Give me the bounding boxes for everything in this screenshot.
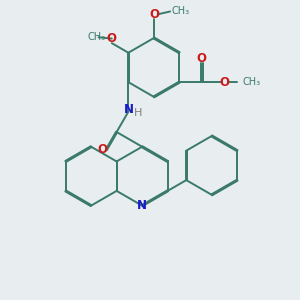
Text: O: O (220, 76, 230, 89)
Text: H: H (134, 108, 142, 118)
Text: N: N (137, 199, 147, 212)
Text: O: O (196, 52, 206, 64)
Text: N: N (124, 103, 134, 116)
Text: CH₃: CH₃ (243, 77, 261, 87)
Text: CH₃: CH₃ (172, 7, 190, 16)
Text: O: O (149, 8, 159, 21)
Text: O: O (107, 32, 117, 45)
Text: O: O (98, 143, 107, 156)
Text: CH₃: CH₃ (87, 32, 105, 42)
